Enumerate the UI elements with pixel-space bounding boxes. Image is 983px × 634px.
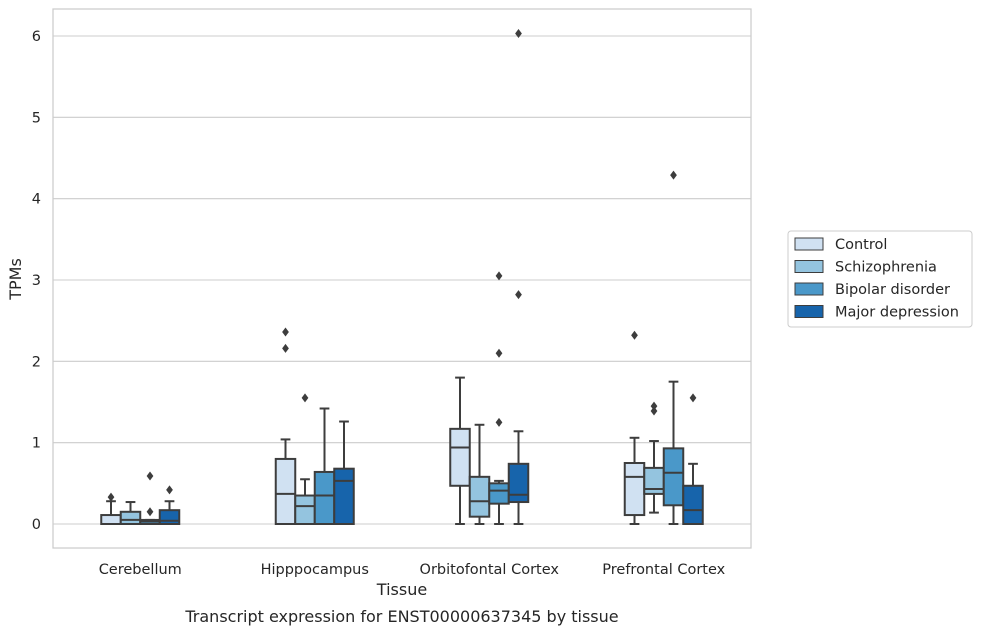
- box-rect: [468, 475, 491, 518]
- outlier-point: [495, 271, 503, 281]
- box-rect: [100, 514, 122, 526]
- box-rect: [449, 427, 471, 487]
- legend-label: Bipolar disorder: [835, 282, 950, 298]
- legend: Control Schizophrenia Bipolar disorder Majo…: [787, 230, 973, 328]
- outlier-point: [515, 29, 522, 39]
- box-major-depression: [333, 420, 355, 525]
- boxes: [100, 29, 704, 526]
- outlier-point: [146, 471, 154, 481]
- box-control: [449, 376, 471, 525]
- plot-frame: [52, 8, 752, 549]
- legend-swatch: [794, 237, 824, 251]
- outlier-point: [650, 401, 658, 411]
- box-rect: [488, 482, 510, 505]
- box-bipolar-disorder: [139, 471, 161, 526]
- outlier-point: [650, 406, 658, 416]
- outlier-point: [631, 330, 638, 340]
- box-schizophrenia: [643, 401, 665, 514]
- chart-caption: Transcript expression for ENST0000063734…: [184, 607, 618, 626]
- box-bipolar-disorder: [662, 170, 685, 525]
- box-rect: [333, 467, 355, 525]
- legend-swatch: [794, 282, 824, 296]
- y-tick-label: 2: [32, 354, 41, 370]
- outlier-point: [689, 393, 697, 403]
- box-rect: [623, 462, 646, 517]
- outlier-point: [301, 393, 309, 403]
- y-tick-label: 1: [32, 436, 41, 452]
- box-bipolar-disorder: [313, 407, 336, 525]
- outlier-point: [282, 343, 289, 353]
- box-rect: [119, 510, 142, 525]
- outlier-point: [107, 492, 115, 502]
- box-major-depression: [682, 393, 704, 526]
- x-tick-labels: Cerebellum Hipppocampus Orbitofontal Corte…: [99, 562, 726, 578]
- y-tick-label: 5: [32, 110, 41, 126]
- outlier-point: [515, 290, 522, 300]
- x-tick-label: Prefrontal Cortex: [602, 562, 725, 578]
- x-tick-label: Orbitofontal Cortex: [420, 562, 560, 578]
- legend-swatch: [794, 305, 824, 318]
- box-rect: [294, 494, 316, 525]
- outlier-point: [670, 170, 677, 180]
- legend-frame: [787, 230, 973, 328]
- box-rect: [313, 470, 336, 525]
- box-rect: [507, 462, 530, 504]
- box-major-depression: [507, 29, 530, 525]
- legend-swatch: [794, 260, 824, 273]
- box-rect: [274, 457, 297, 525]
- outlier-point: [495, 348, 503, 358]
- outlier-point: [495, 417, 503, 427]
- box-rect: [682, 484, 704, 526]
- x-tick-label: Hipppocampus: [261, 562, 369, 578]
- box-rect: [158, 509, 181, 526]
- y-axis-label: TPMs: [6, 258, 25, 301]
- outlier-point: [282, 327, 289, 337]
- legend-label: Major depression: [835, 305, 959, 321]
- y-tick-label: 4: [32, 192, 41, 208]
- y-tick-labels: 0 1 2 3 4 5 6: [32, 29, 41, 533]
- outlier-point: [146, 507, 154, 517]
- x-tick-label: Cerebellum: [99, 562, 182, 578]
- outlier-point: [166, 485, 173, 495]
- box-rect: [662, 447, 685, 507]
- legend-label: Schizophrenia: [835, 260, 937, 276]
- x-axis-label: Tissue: [376, 580, 427, 599]
- y-tick-label: 3: [32, 273, 41, 289]
- box-control: [274, 327, 297, 525]
- box-major-depression: [158, 485, 181, 526]
- legend-label: Control: [835, 237, 887, 253]
- y-tick-label: 6: [32, 29, 41, 45]
- box-schizophrenia: [119, 501, 142, 525]
- y-tick-label: 0: [32, 517, 41, 533]
